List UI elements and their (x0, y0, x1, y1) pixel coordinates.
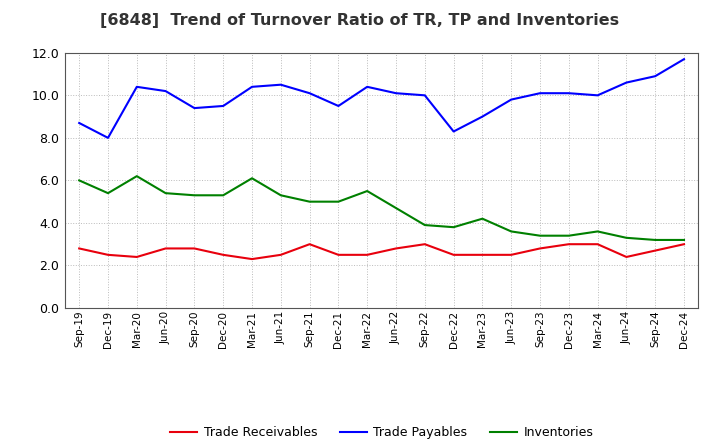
Trade Payables (420, 93, 429, 98)
Inventories (104, 191, 112, 196)
Trade Payables (305, 91, 314, 96)
Trade Payables (276, 82, 285, 87)
Inventories (219, 193, 228, 198)
Line: Trade Receivables: Trade Receivables (79, 244, 684, 259)
Inventories (334, 199, 343, 204)
Trade Payables (392, 91, 400, 96)
Trade Receivables (161, 246, 170, 251)
Trade Payables (104, 135, 112, 140)
Trade Payables (248, 84, 256, 89)
Trade Receivables (536, 246, 544, 251)
Trade Receivables (276, 252, 285, 257)
Line: Inventories: Inventories (79, 176, 684, 240)
Trade Receivables (420, 242, 429, 247)
Trade Receivables (104, 252, 112, 257)
Inventories (190, 193, 199, 198)
Trade Payables (564, 91, 573, 96)
Inventories (507, 229, 516, 234)
Trade Receivables (75, 246, 84, 251)
Text: [6848]  Trend of Turnover Ratio of TR, TP and Inventories: [6848] Trend of Turnover Ratio of TR, TP… (100, 13, 620, 28)
Trade Receivables (593, 242, 602, 247)
Trade Payables (651, 73, 660, 79)
Trade Payables (75, 121, 84, 126)
Trade Receivables (392, 246, 400, 251)
Trade Receivables (363, 252, 372, 257)
Trade Receivables (248, 257, 256, 262)
Trade Receivables (622, 254, 631, 260)
Inventories (161, 191, 170, 196)
Inventories (680, 237, 688, 242)
Inventories (564, 233, 573, 238)
Trade Receivables (651, 248, 660, 253)
Trade Payables (219, 103, 228, 109)
Trade Payables (507, 97, 516, 102)
Trade Payables (449, 129, 458, 134)
Inventories (536, 233, 544, 238)
Trade Payables (334, 103, 343, 109)
Trade Receivables (132, 254, 141, 260)
Inventories (248, 176, 256, 181)
Inventories (276, 193, 285, 198)
Trade Payables (161, 88, 170, 94)
Inventories (622, 235, 631, 240)
Trade Payables (190, 106, 199, 111)
Trade Payables (622, 80, 631, 85)
Trade Receivables (305, 242, 314, 247)
Inventories (420, 223, 429, 228)
Trade Receivables (478, 252, 487, 257)
Trade Receivables (334, 252, 343, 257)
Trade Receivables (449, 252, 458, 257)
Inventories (593, 229, 602, 234)
Trade Payables (536, 91, 544, 96)
Trade Payables (680, 56, 688, 62)
Trade Receivables (219, 252, 228, 257)
Trade Receivables (564, 242, 573, 247)
Legend: Trade Receivables, Trade Payables, Inventories: Trade Receivables, Trade Payables, Inven… (165, 422, 598, 440)
Line: Trade Payables: Trade Payables (79, 59, 684, 138)
Trade Payables (363, 84, 372, 89)
Trade Receivables (507, 252, 516, 257)
Trade Receivables (190, 246, 199, 251)
Inventories (478, 216, 487, 221)
Trade Receivables (680, 242, 688, 247)
Inventories (305, 199, 314, 204)
Inventories (75, 178, 84, 183)
Trade Payables (593, 93, 602, 98)
Inventories (363, 188, 372, 194)
Inventories (392, 205, 400, 211)
Trade Payables (478, 114, 487, 119)
Inventories (449, 224, 458, 230)
Inventories (132, 173, 141, 179)
Trade Payables (132, 84, 141, 89)
Inventories (651, 237, 660, 242)
